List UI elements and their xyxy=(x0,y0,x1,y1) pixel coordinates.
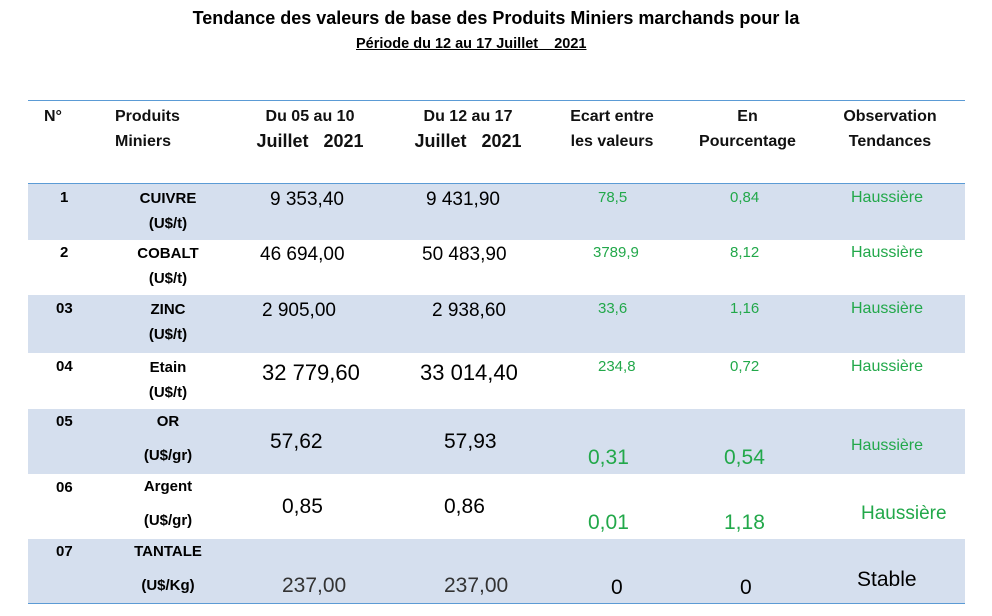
value-period2: 50 483,90 xyxy=(422,244,507,265)
header-bottom-border xyxy=(28,183,965,184)
value-period2: 9 431,90 xyxy=(426,189,500,210)
header-produits-line2: Miniers xyxy=(115,133,172,150)
product-unit: (U$/gr) xyxy=(143,512,193,529)
header-obs-line2: Tendances xyxy=(848,133,932,150)
ecart-value: 0 xyxy=(611,576,623,599)
row-bg-3 xyxy=(28,295,965,353)
percent-value: 1,16 xyxy=(730,300,760,317)
product-unit: (U$/gr) xyxy=(143,447,193,464)
percent-value: 1,18 xyxy=(724,511,765,534)
header-ecart-line2: les valeurs xyxy=(570,133,654,150)
row-num: 1 xyxy=(60,189,69,206)
header-ecart-line1: Ecart entre xyxy=(570,108,654,125)
percent-value: 0,84 xyxy=(730,189,760,206)
header-pct-line2: Pourcentage xyxy=(699,133,796,150)
product-name: COBALT xyxy=(137,245,199,262)
document-subtitle: Période du 12 au 17 Juillet 2021 xyxy=(356,36,587,52)
product-name: CUIVRE xyxy=(139,190,197,207)
value-period2: 57,93 xyxy=(444,430,497,453)
product-name: OR xyxy=(156,413,180,430)
percent-value: 0,72 xyxy=(730,358,760,375)
trend-observation: Haussière xyxy=(851,189,924,206)
product-name: TANTALE xyxy=(134,543,202,560)
row-num: 03 xyxy=(56,300,73,317)
ecart-value: 0,31 xyxy=(588,446,629,469)
trend-observation: Haussière xyxy=(861,503,947,524)
header-pct: En Pourcentage xyxy=(690,104,805,154)
value-period1: 2 905,00 xyxy=(262,300,336,321)
header-du05-line2: Juillet 2021 xyxy=(256,131,364,151)
product-cell: CUIVRE (U$/t) xyxy=(113,186,223,236)
product-cell: TANTALE (U$/Kg) xyxy=(113,540,223,608)
product-cell: COBALT (U$/t) xyxy=(113,241,223,291)
row-num: 07 xyxy=(56,543,73,560)
header-du12: Du 12 au 17 Juillet 2021 xyxy=(402,104,534,154)
product-unit: (U$/t) xyxy=(148,326,188,343)
value-period1: 237,00 xyxy=(282,574,347,597)
ecart-value: 33,6 xyxy=(598,300,628,317)
row-bg-5 xyxy=(28,409,965,474)
header-du12-line1: Du 12 au 17 xyxy=(423,108,513,125)
row-bg-7 xyxy=(28,539,965,603)
product-cell: Etain (U$/t) xyxy=(113,355,223,405)
product-cell: OR (U$/gr) xyxy=(113,410,223,478)
value-period1: 9 353,40 xyxy=(270,189,344,210)
table-bottom-border xyxy=(28,603,965,604)
header-produits-line1: Produits xyxy=(115,108,180,125)
row-num: 06 xyxy=(56,479,73,496)
product-unit: (U$/t) xyxy=(148,215,188,232)
product-unit: (U$/t) xyxy=(148,270,188,287)
ecart-value: 0,01 xyxy=(588,511,629,534)
ecart-value: 234,8 xyxy=(598,358,636,375)
header-num: N° xyxy=(44,108,62,125)
percent-value: 0 xyxy=(740,576,752,599)
product-cell: Argent (U$/gr) xyxy=(113,475,223,543)
trend-observation: Haussière xyxy=(851,437,924,454)
product-cell: ZINC (U$/t) xyxy=(113,297,223,347)
product-name: Argent xyxy=(143,478,193,495)
value-period2: 33 014,40 xyxy=(420,360,518,385)
product-name: Etain xyxy=(149,359,187,376)
product-name: ZINC xyxy=(150,301,186,318)
trend-observation: Haussière xyxy=(851,244,924,261)
value-period2: 237,00 xyxy=(444,574,509,597)
row-num: 04 xyxy=(56,358,73,375)
row-num: 05 xyxy=(56,413,73,430)
header-pct-line1: En xyxy=(737,108,758,125)
trend-observation: Haussière xyxy=(851,358,924,375)
product-unit: (U$/Kg) xyxy=(141,577,195,594)
header-produits: Produits Miniers xyxy=(115,104,180,154)
header-du12-line2: Juillet 2021 xyxy=(414,131,522,151)
row-num: 2 xyxy=(60,244,69,261)
header-du05-line1: Du 05 au 10 xyxy=(265,108,355,125)
trend-observation: Stable xyxy=(857,568,917,591)
header-ecart: Ecart entre les valeurs xyxy=(558,104,666,154)
percent-value: 0,54 xyxy=(724,446,765,469)
value-period1: 57,62 xyxy=(270,430,323,453)
percent-value: 8,12 xyxy=(730,244,760,261)
header-obs: Observation Tendances xyxy=(830,104,950,154)
value-period2: 0,86 xyxy=(444,495,485,518)
table-top-border xyxy=(28,100,965,101)
value-period1: 0,85 xyxy=(282,495,323,518)
header-obs-line1: Observation xyxy=(843,108,937,125)
row-bg-1 xyxy=(28,184,965,240)
product-unit: (U$/t) xyxy=(148,384,188,401)
trend-observation: Haussière xyxy=(851,300,924,317)
ecart-value: 78,5 xyxy=(598,189,628,206)
value-period1: 46 694,00 xyxy=(260,244,345,265)
value-period2: 2 938,60 xyxy=(432,300,506,321)
value-period1: 32 779,60 xyxy=(262,360,360,385)
ecart-value: 3789,9 xyxy=(593,244,639,261)
header-du05: Du 05 au 10 Juillet 2021 xyxy=(245,104,375,154)
document-title: Tendance des valeurs de base des Produit… xyxy=(192,8,800,28)
